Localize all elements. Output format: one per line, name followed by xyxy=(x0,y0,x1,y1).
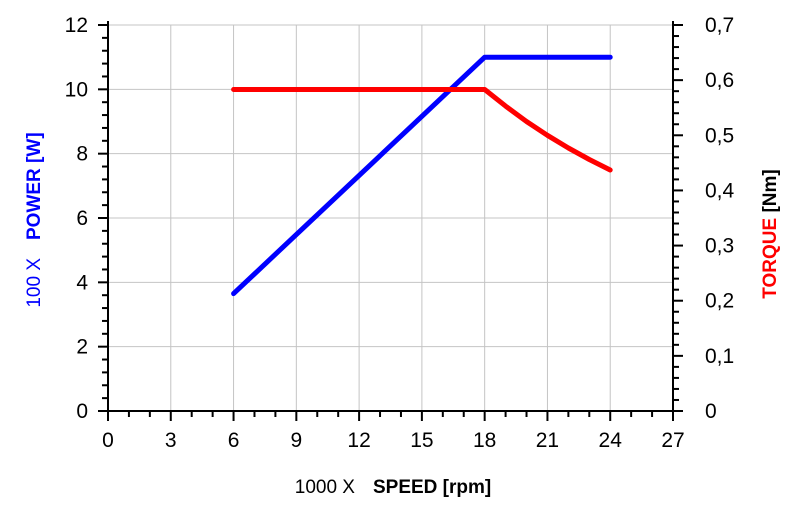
y2-tick-label: 0,2 xyxy=(705,290,734,313)
y2-tick-label: 0,1 xyxy=(705,345,734,368)
series-layer xyxy=(231,54,613,297)
x-tick-label: 15 xyxy=(410,429,433,452)
y2-tick-label: 0,4 xyxy=(705,179,735,202)
y2-tick-label: 0,5 xyxy=(705,124,734,147)
y2-axis-label: TORQUE [Nm] xyxy=(760,169,781,299)
y-tick-label: 6 xyxy=(76,207,88,230)
grid xyxy=(108,24,674,411)
y-tick-label: 0 xyxy=(76,400,88,423)
x-tick-label: 9 xyxy=(290,429,302,452)
y-tick-label: 2 xyxy=(76,336,88,359)
x-tick-label: 18 xyxy=(473,429,496,452)
y-tick-label: 4 xyxy=(76,271,88,294)
x-axis-label-prefix: 1000 X xyxy=(295,477,356,498)
y-axis-label: 100 X POWER [W] xyxy=(24,132,45,307)
y2-tick-label: 0,3 xyxy=(705,235,734,258)
x-tick-label: 3 xyxy=(165,429,177,452)
y2-axis-label-name: TORQUE [Nm] xyxy=(760,169,781,299)
x-tick-label: 24 xyxy=(599,429,623,452)
x-tick-label: 27 xyxy=(661,429,684,452)
x-axis-label-name: SPEED [rpm] xyxy=(373,477,491,498)
x-tick-label: 6 xyxy=(228,429,240,452)
x-tick-label: 21 xyxy=(536,429,559,452)
y2-tick-label: 0,7 xyxy=(705,14,734,37)
y2-tick-label: 0 xyxy=(705,400,717,423)
x-tick-label: 12 xyxy=(347,429,370,452)
y-tick-label: 8 xyxy=(76,143,88,166)
y-axis-label-name: POWER [W] xyxy=(24,132,45,240)
x-tick-label: 0 xyxy=(102,429,114,452)
y-axis-label-prefix: 100 X xyxy=(24,258,45,308)
y-tick-label: 10 xyxy=(65,78,88,101)
x-axis-label: 1000 X SPEED [rpm] xyxy=(295,477,491,498)
series-line-torque xyxy=(231,87,613,173)
y-tick-label: 12 xyxy=(65,14,88,37)
y2-axis-label-name-part: TORQUE xyxy=(760,218,781,299)
y2-tick-label: 0,6 xyxy=(705,69,734,92)
y2-axis-label-unit-part: [Nm] xyxy=(760,169,781,218)
tick-labels: 0 3 6 9 12 15 18 21 24 2702468101200,10,20,30,40,… xyxy=(65,14,735,452)
axes xyxy=(98,21,683,421)
series-line-power xyxy=(231,54,613,297)
